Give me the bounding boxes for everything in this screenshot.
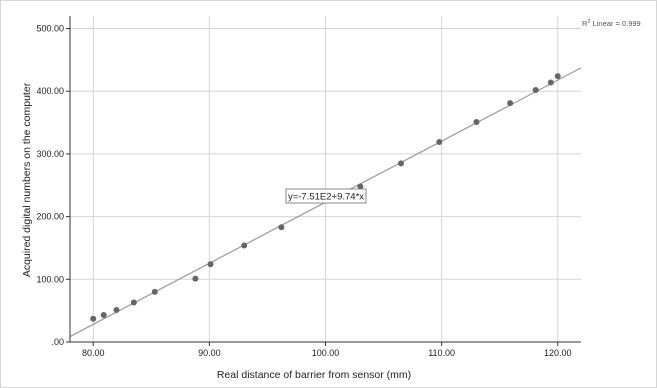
r2-superscript: 2: [587, 19, 590, 25]
x-tick-label: 90.00: [198, 348, 221, 358]
data-point: [192, 275, 199, 282]
fit-equation-label: y=-7.51E2+9.74*x: [288, 192, 364, 203]
r2-linear-label: R2 Linear = 0.999: [582, 19, 641, 28]
y-tick-label: 200.00: [36, 212, 64, 222]
data-point: [241, 242, 248, 249]
fit-equation-box: y=-7.51E2+9.74*x: [285, 188, 367, 204]
y-tick-label: 300.00: [36, 149, 64, 159]
x-tick-label: 100.00: [312, 348, 340, 358]
data-point: [130, 299, 137, 306]
data-point: [278, 224, 285, 231]
data-point: [151, 288, 158, 295]
r2-label-prefix: R: [582, 19, 588, 28]
data-point: [397, 160, 404, 167]
x-tick-label: 120.00: [544, 348, 572, 358]
data-point: [207, 261, 214, 268]
y-axis-title: Acquired digital numbers on the computer: [21, 82, 33, 277]
x-tick-label: 110.00: [428, 348, 455, 358]
data-point: [436, 139, 443, 146]
data-point: [532, 86, 539, 93]
tick-labels: 80.00 90.00 100.00 110.00 120.00 .00 100.00 200…: [36, 24, 571, 358]
y-tick-label: 100.00: [36, 274, 64, 284]
y-tick-label: 400.00: [36, 86, 64, 96]
x-tick-label: 80.00: [82, 348, 105, 358]
data-point: [554, 73, 561, 80]
data-point: [90, 315, 97, 322]
x-axis-title: Real distance of barrier from sensor (mm…: [217, 369, 411, 381]
fit-equation-background: [285, 188, 367, 204]
data-point: [357, 183, 364, 190]
data-point: [113, 307, 120, 314]
r2-label-suffix: Linear = 0.999: [590, 19, 640, 28]
y-tick-label: .00: [51, 337, 64, 347]
y-tick-label: 500.00: [36, 24, 64, 34]
data-points: [90, 73, 561, 322]
data-point: [547, 79, 554, 86]
data-point: [473, 118, 480, 125]
data-point: [100, 312, 107, 319]
axes: [66, 16, 581, 346]
data-point: [507, 100, 514, 107]
